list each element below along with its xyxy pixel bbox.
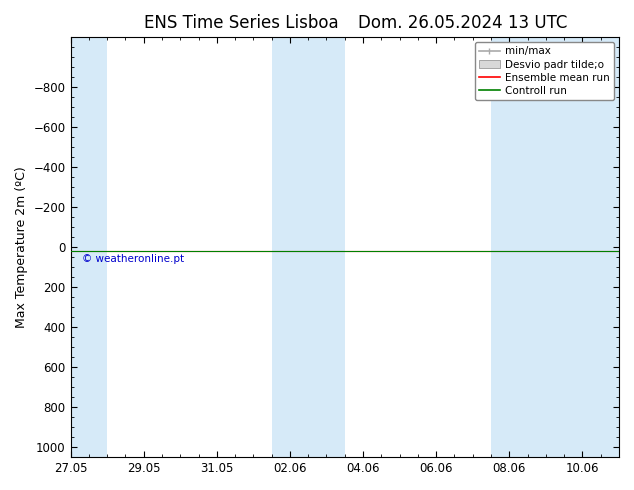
Text: Dom. 26.05.2024 13 UTC: Dom. 26.05.2024 13 UTC — [358, 14, 567, 32]
Text: ENS Time Series Lisboa: ENS Time Series Lisboa — [144, 14, 338, 32]
Bar — [70, 37, 107, 457]
Bar — [491, 37, 619, 457]
Text: © weatheronline.pt: © weatheronline.pt — [82, 254, 184, 264]
Legend: min/max, Desvio padr tilde;o, Ensemble mean run, Controll run: min/max, Desvio padr tilde;o, Ensemble m… — [475, 42, 614, 100]
Bar — [271, 37, 345, 457]
Y-axis label: Max Temperature 2m (ºC): Max Temperature 2m (ºC) — [15, 166, 28, 328]
